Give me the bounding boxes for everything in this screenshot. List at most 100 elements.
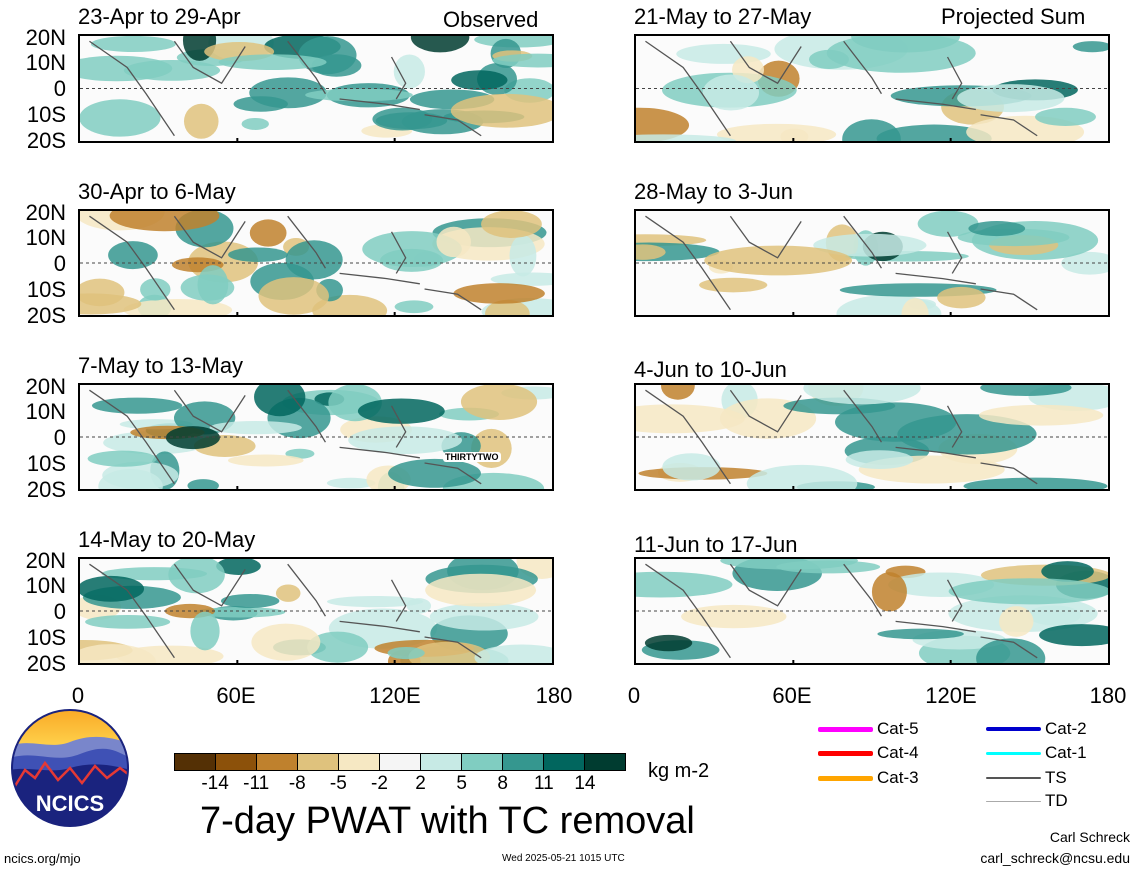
pwat-anomaly-blob <box>168 559 225 594</box>
colorbar-swatch <box>503 754 544 770</box>
pwat-anomaly-blob <box>474 644 552 663</box>
footer-url[interactable]: ncics.org/mjo <box>4 851 81 866</box>
pwat-field <box>636 36 1108 141</box>
pwat-anomaly-blob <box>249 219 287 247</box>
coastlines <box>645 563 1038 659</box>
pwat-anomaly-blob <box>976 638 1046 663</box>
colorbar-tick-label: 14 <box>574 773 596 794</box>
author-email[interactable]: carl_schreck@ncsu.edu <box>980 850 1130 866</box>
lon-label-left-120e: 120E <box>369 683 421 708</box>
pwat-anomaly-blob <box>305 88 413 102</box>
pwat-field <box>80 559 552 663</box>
pwat-anomaly-blob <box>108 241 158 270</box>
legend-line <box>818 750 873 756</box>
coastlines <box>89 215 482 311</box>
pwat-anomaly-blob <box>492 53 552 68</box>
lat-label: 10S <box>26 277 66 302</box>
lat-label: 10S <box>26 451 66 476</box>
lat-label: 10S <box>26 102 66 127</box>
colorbar-tick-label: -5 <box>329 773 347 794</box>
pwat-anomaly-blob <box>716 123 837 141</box>
pwat-anomaly-blob <box>1072 41 1108 53</box>
pwat-anomaly-blob <box>285 448 315 459</box>
pwat-anomaly-blob <box>80 575 145 602</box>
colorbar <box>174 753 626 771</box>
colorbar-swatch <box>216 754 257 770</box>
colorbar-swatch <box>339 754 380 770</box>
footer-timestamp: Wed 2025-05-21 1015 UTC <box>502 853 625 864</box>
pwat-anomaly-blob <box>436 226 472 258</box>
pwat-anomaly-blob <box>275 584 301 602</box>
pwat-anomaly-blob <box>937 286 986 309</box>
legend-item: Cat-2 <box>986 719 1087 739</box>
pwat-anomaly-blob <box>123 299 233 315</box>
lon-label-left-0: 0 <box>71 683 85 708</box>
pwat-anomaly-blob <box>227 454 304 467</box>
pwat-anomaly-blob <box>1035 107 1096 126</box>
pwat-anomaly-blob <box>661 385 695 400</box>
lat-label: 10N <box>25 50 66 75</box>
pwat-anomaly-blob <box>348 426 463 454</box>
legend-label: TD <box>1045 791 1068 810</box>
pwat-anomaly-blob <box>636 571 733 598</box>
pwat-anomaly-blob <box>375 112 448 130</box>
pwat-anomaly-blob <box>1039 624 1108 647</box>
colorbar-swatch <box>298 754 339 770</box>
colorbar-tick-label: 11 <box>533 773 554 794</box>
panel-title-4: 14-May to 20-May <box>78 527 256 552</box>
panel-title-6: 28-May to 3-Jun <box>634 179 793 204</box>
coastlines <box>89 563 482 659</box>
pwat-anomaly-blob <box>80 55 173 82</box>
pwat-anomaly-blob <box>425 573 537 607</box>
lat-label: 10N <box>25 225 66 250</box>
colorbar-swatch <box>544 754 585 770</box>
lat-label: 20S <box>26 651 66 676</box>
pwat-anomaly-blob <box>254 385 306 417</box>
pwat-anomaly-blob <box>876 124 992 141</box>
pwat-anomaly-blob <box>90 36 176 53</box>
pwat-anomaly-blob <box>326 477 376 489</box>
pwat-anomaly-blob <box>978 404 1104 426</box>
pwat-anomaly-blob <box>218 54 327 70</box>
pwat-anomaly-blob <box>165 426 220 450</box>
legend-item: Cat-5 <box>818 719 919 739</box>
legend-label: Cat-4 <box>877 743 919 762</box>
pwat-anomaly-blob <box>901 298 929 315</box>
pwat-anomaly-blob <box>180 274 235 301</box>
legend-item: Cat-4 <box>818 743 919 763</box>
pwat-anomaly-blob <box>662 453 721 481</box>
observed-tag: Observed <box>443 7 539 32</box>
pwat-anomaly-blob <box>999 606 1034 637</box>
legend-line <box>818 726 873 732</box>
colorbar-tick-label: 8 <box>497 773 509 794</box>
legend-line <box>986 727 1041 731</box>
pwat-anomaly-blob <box>228 247 288 262</box>
pwat-field <box>80 36 552 141</box>
coastlines <box>645 40 1038 137</box>
pwat-field <box>80 211 552 315</box>
legend-label: TS <box>1045 768 1067 787</box>
colorbar-tick-label: 2 <box>415 773 426 794</box>
lat-label: 20N <box>25 25 66 50</box>
pwat-anomaly-blob <box>451 70 508 91</box>
pwat-anomaly-blob <box>845 450 914 469</box>
legend-label: Cat-1 <box>1045 743 1087 762</box>
colorbar-swatch <box>462 754 503 770</box>
logo-text: NCICS <box>36 791 104 816</box>
panel-title-8: 11-Jun to 17-Jun <box>634 532 798 557</box>
legend-item: TD <box>986 791 1068 811</box>
pwat-anomaly-blob <box>509 235 537 277</box>
lat-label: 0 <box>53 251 66 276</box>
pwat-field <box>636 559 1108 663</box>
map-panel-4 <box>78 557 554 665</box>
pwat-anomaly-blob <box>948 578 1108 605</box>
pwat-anomaly-blob <box>481 211 542 238</box>
map-panel-5 <box>634 34 1110 143</box>
pwat-anomaly-blob <box>1061 251 1108 275</box>
pwat-anomaly-blob <box>80 99 161 137</box>
legend-line <box>986 777 1041 779</box>
pwat-anomaly-blob <box>183 103 219 139</box>
panel-title-7: 4-Jun to 10-Jun <box>634 357 787 382</box>
pwat-anomaly-blob <box>636 107 690 141</box>
panel-title-5: 21-May to 27-May <box>634 4 812 29</box>
